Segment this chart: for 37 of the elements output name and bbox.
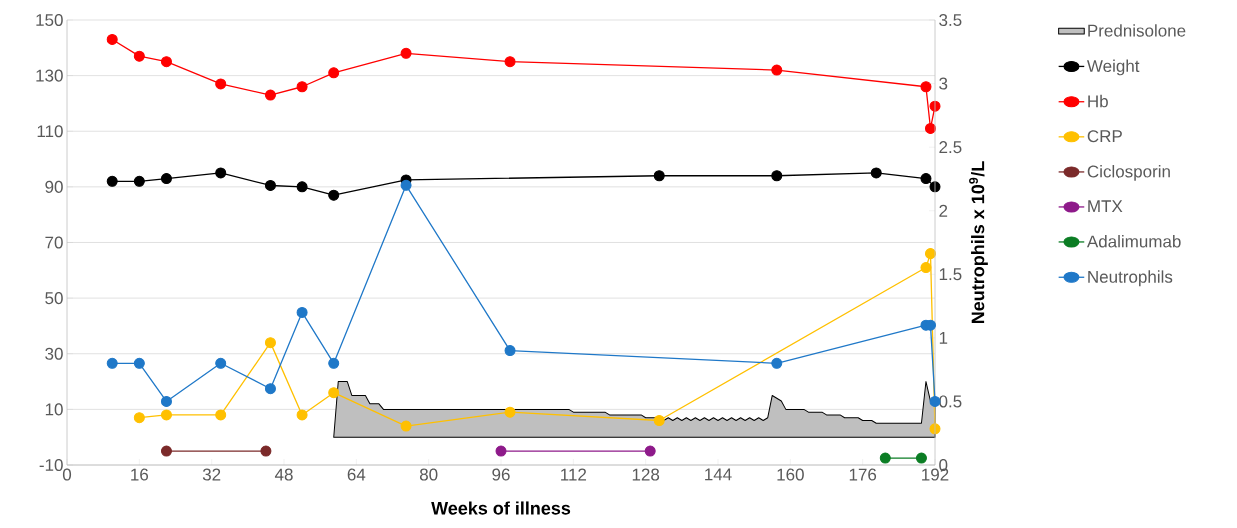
- y-tick-label: 50: [45, 292, 63, 305]
- legend-label: Prednisolone: [1088, 24, 1186, 37]
- y-tick-label: -10: [39, 458, 63, 472]
- x-tick-label: 80: [419, 468, 438, 481]
- legend-label: Ciclosporin: [1087, 165, 1170, 181]
- x-axis-title: Weeks of illness: [431, 501, 571, 515]
- x-tick-label: 176: [849, 468, 877, 481]
- x-tick-label: 48: [274, 468, 293, 481]
- y-tick-label: 130: [36, 69, 63, 82]
- x-tick-label: 144: [705, 468, 732, 481]
- legend-label: CRP: [1087, 130, 1122, 143]
- legend-label: MTX: [1088, 200, 1123, 213]
- x-tick-label: 96: [492, 468, 510, 481]
- y2-tick-label: 2: [939, 204, 948, 217]
- x-tick-label: 160: [777, 468, 804, 481]
- y2-axis-title: Neutrophils x 10$^{9}$/L: [969, 161, 988, 324]
- x-tick-label: 0: [62, 468, 72, 481]
- y-tick-label: 10: [45, 403, 63, 416]
- y2-tick-label: 1.5: [939, 268, 962, 281]
- y-tick-label: 110: [37, 125, 63, 138]
- y-tick-label: 30: [45, 347, 63, 360]
- x-tick-label: 64: [347, 468, 366, 481]
- y-tick-label: 150: [36, 13, 63, 27]
- x-tick-label: 112: [561, 468, 587, 481]
- y-tick-label: 70: [45, 236, 63, 249]
- x-tick-label: 128: [632, 468, 660, 481]
- legend-label: Adalimumab: [1086, 235, 1181, 248]
- y-tick-label: 90: [45, 180, 63, 193]
- y2-tick-label: 3: [939, 77, 948, 90]
- x-tick-label: 32: [202, 468, 221, 481]
- legend-label: Neutrophils: [1088, 270, 1173, 287]
- y2-tick-label: 2.5: [939, 141, 962, 154]
- y2-tick-label: 3.5: [939, 13, 962, 27]
- x-tick-label: 16: [131, 468, 149, 481]
- legend-label: Weight: [1086, 59, 1140, 76]
- legend-label: Hb: [1088, 94, 1108, 108]
- y2-tick-label: 1: [939, 332, 948, 344]
